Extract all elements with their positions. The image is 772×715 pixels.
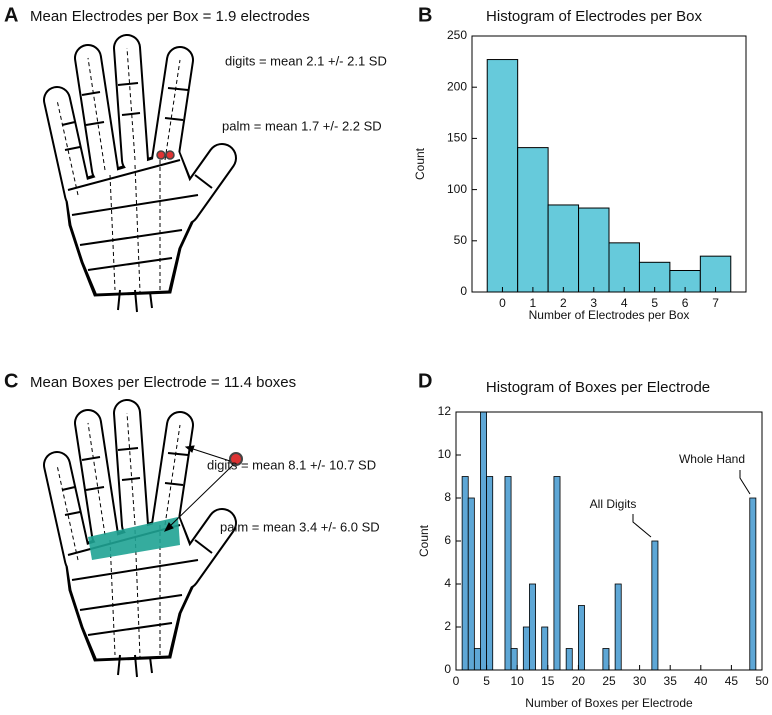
x-tick-label: 10 [511,674,525,688]
hand-diagram-c [57,413,222,677]
histogram-bar [504,476,512,671]
y-tick-label: 0 [444,662,451,676]
y-tick-label: 2 [444,619,451,633]
bar [486,59,519,293]
histogram-bar [602,648,610,671]
x-tick-label: 35 [664,674,678,688]
y-tick-label: 4 [444,576,451,590]
x-axis-label: Number of Boxes per Electrode [525,696,693,710]
electrode [165,150,175,160]
y-tick-label: 0 [460,284,467,298]
y-axis-label: Count [417,524,431,557]
histogram-bar [565,648,573,671]
x-tick-label: 0 [453,674,460,688]
histogram-bar [473,648,481,671]
plot-frame [471,35,747,293]
y-tick-label: 12 [438,404,452,418]
histogram-bar [578,605,585,671]
x-tick-label: 5 [483,674,490,688]
x-tick-label: 4 [621,296,628,310]
x-tick-label: 5 [651,296,658,310]
panel-title: Mean Boxes per Electrode = 11.4 boxes [30,374,296,391]
annotation: Whole Hand [679,452,745,466]
y-axis-label: Count [413,147,427,180]
x-tick-label: 6 [682,296,689,310]
x-tick-label: 45 [725,674,739,688]
palm-stat: palm = mean 3.4 +/- 6.0 SD [220,519,380,534]
histogram-bar [461,476,469,671]
chart-title: Histogram of Boxes per Electrode [486,379,710,396]
x-tick-label: 2 [560,296,567,310]
y-tick-label: 250 [447,28,467,42]
histogram-bar [522,626,530,671]
x-tick-label: 20 [572,674,586,688]
bar [578,207,610,293]
electrode [156,150,166,160]
histogram-bar [541,626,549,671]
panel-title: Mean Electrodes per Box = 1.9 electrodes [30,8,310,25]
hand-diagram-a [57,48,222,312]
histogram-bar [614,583,622,671]
y-tick-label: 6 [444,533,451,547]
histogram-bar [749,497,757,671]
digits-stat: digits = mean 8.1 +/- 10.7 SD [207,457,376,472]
x-tick-label: 25 [602,674,616,688]
histogram-bar [553,476,561,671]
x-tick-label: 0 [499,296,506,310]
x-tick-label: 40 [694,674,708,688]
plot-frame [455,411,763,671]
bar [547,204,580,293]
bar [517,147,549,293]
histogram-bar [529,583,536,671]
histogram-bar [480,411,488,671]
x-tick-label: 15 [541,674,555,688]
panel-letter: D [418,370,432,392]
electrode [229,452,243,466]
palm-stat: palm = mean 1.7 +/- 2.2 SD [222,118,382,133]
chart-title: Histogram of Electrodes per Box [486,8,702,25]
histogram-bar [486,476,494,671]
annotation-line [739,470,751,495]
histogram-bar [467,497,475,671]
panel-letter: B [418,4,432,26]
x-axis-label: Number of Electrodes per Box [529,308,690,322]
histogram-bar [510,648,518,671]
x-tick-label: 1 [530,296,537,310]
x-tick-label: 50 [755,674,769,688]
arrows [163,445,233,532]
annotation-line [632,514,652,538]
y-tick-label: 200 [447,79,467,93]
panel-letter: C [4,370,18,392]
y-tick-label: 100 [447,182,467,196]
digits-stat: digits = mean 2.1 +/- 2.1 SD [225,53,387,68]
y-tick-label: 50 [454,233,468,247]
x-tick-label: 7 [712,296,719,310]
y-tick-label: 8 [444,490,451,504]
histogram-bar [651,540,659,671]
x-tick-label: 3 [590,296,597,310]
y-tick-label: 10 [438,447,452,461]
panel-letter: A [4,4,18,26]
y-tick-label: 150 [447,131,467,145]
bar [608,242,640,293]
x-tick-label: 30 [633,674,647,688]
bar [699,255,732,293]
annotation: All Digits [590,497,637,511]
